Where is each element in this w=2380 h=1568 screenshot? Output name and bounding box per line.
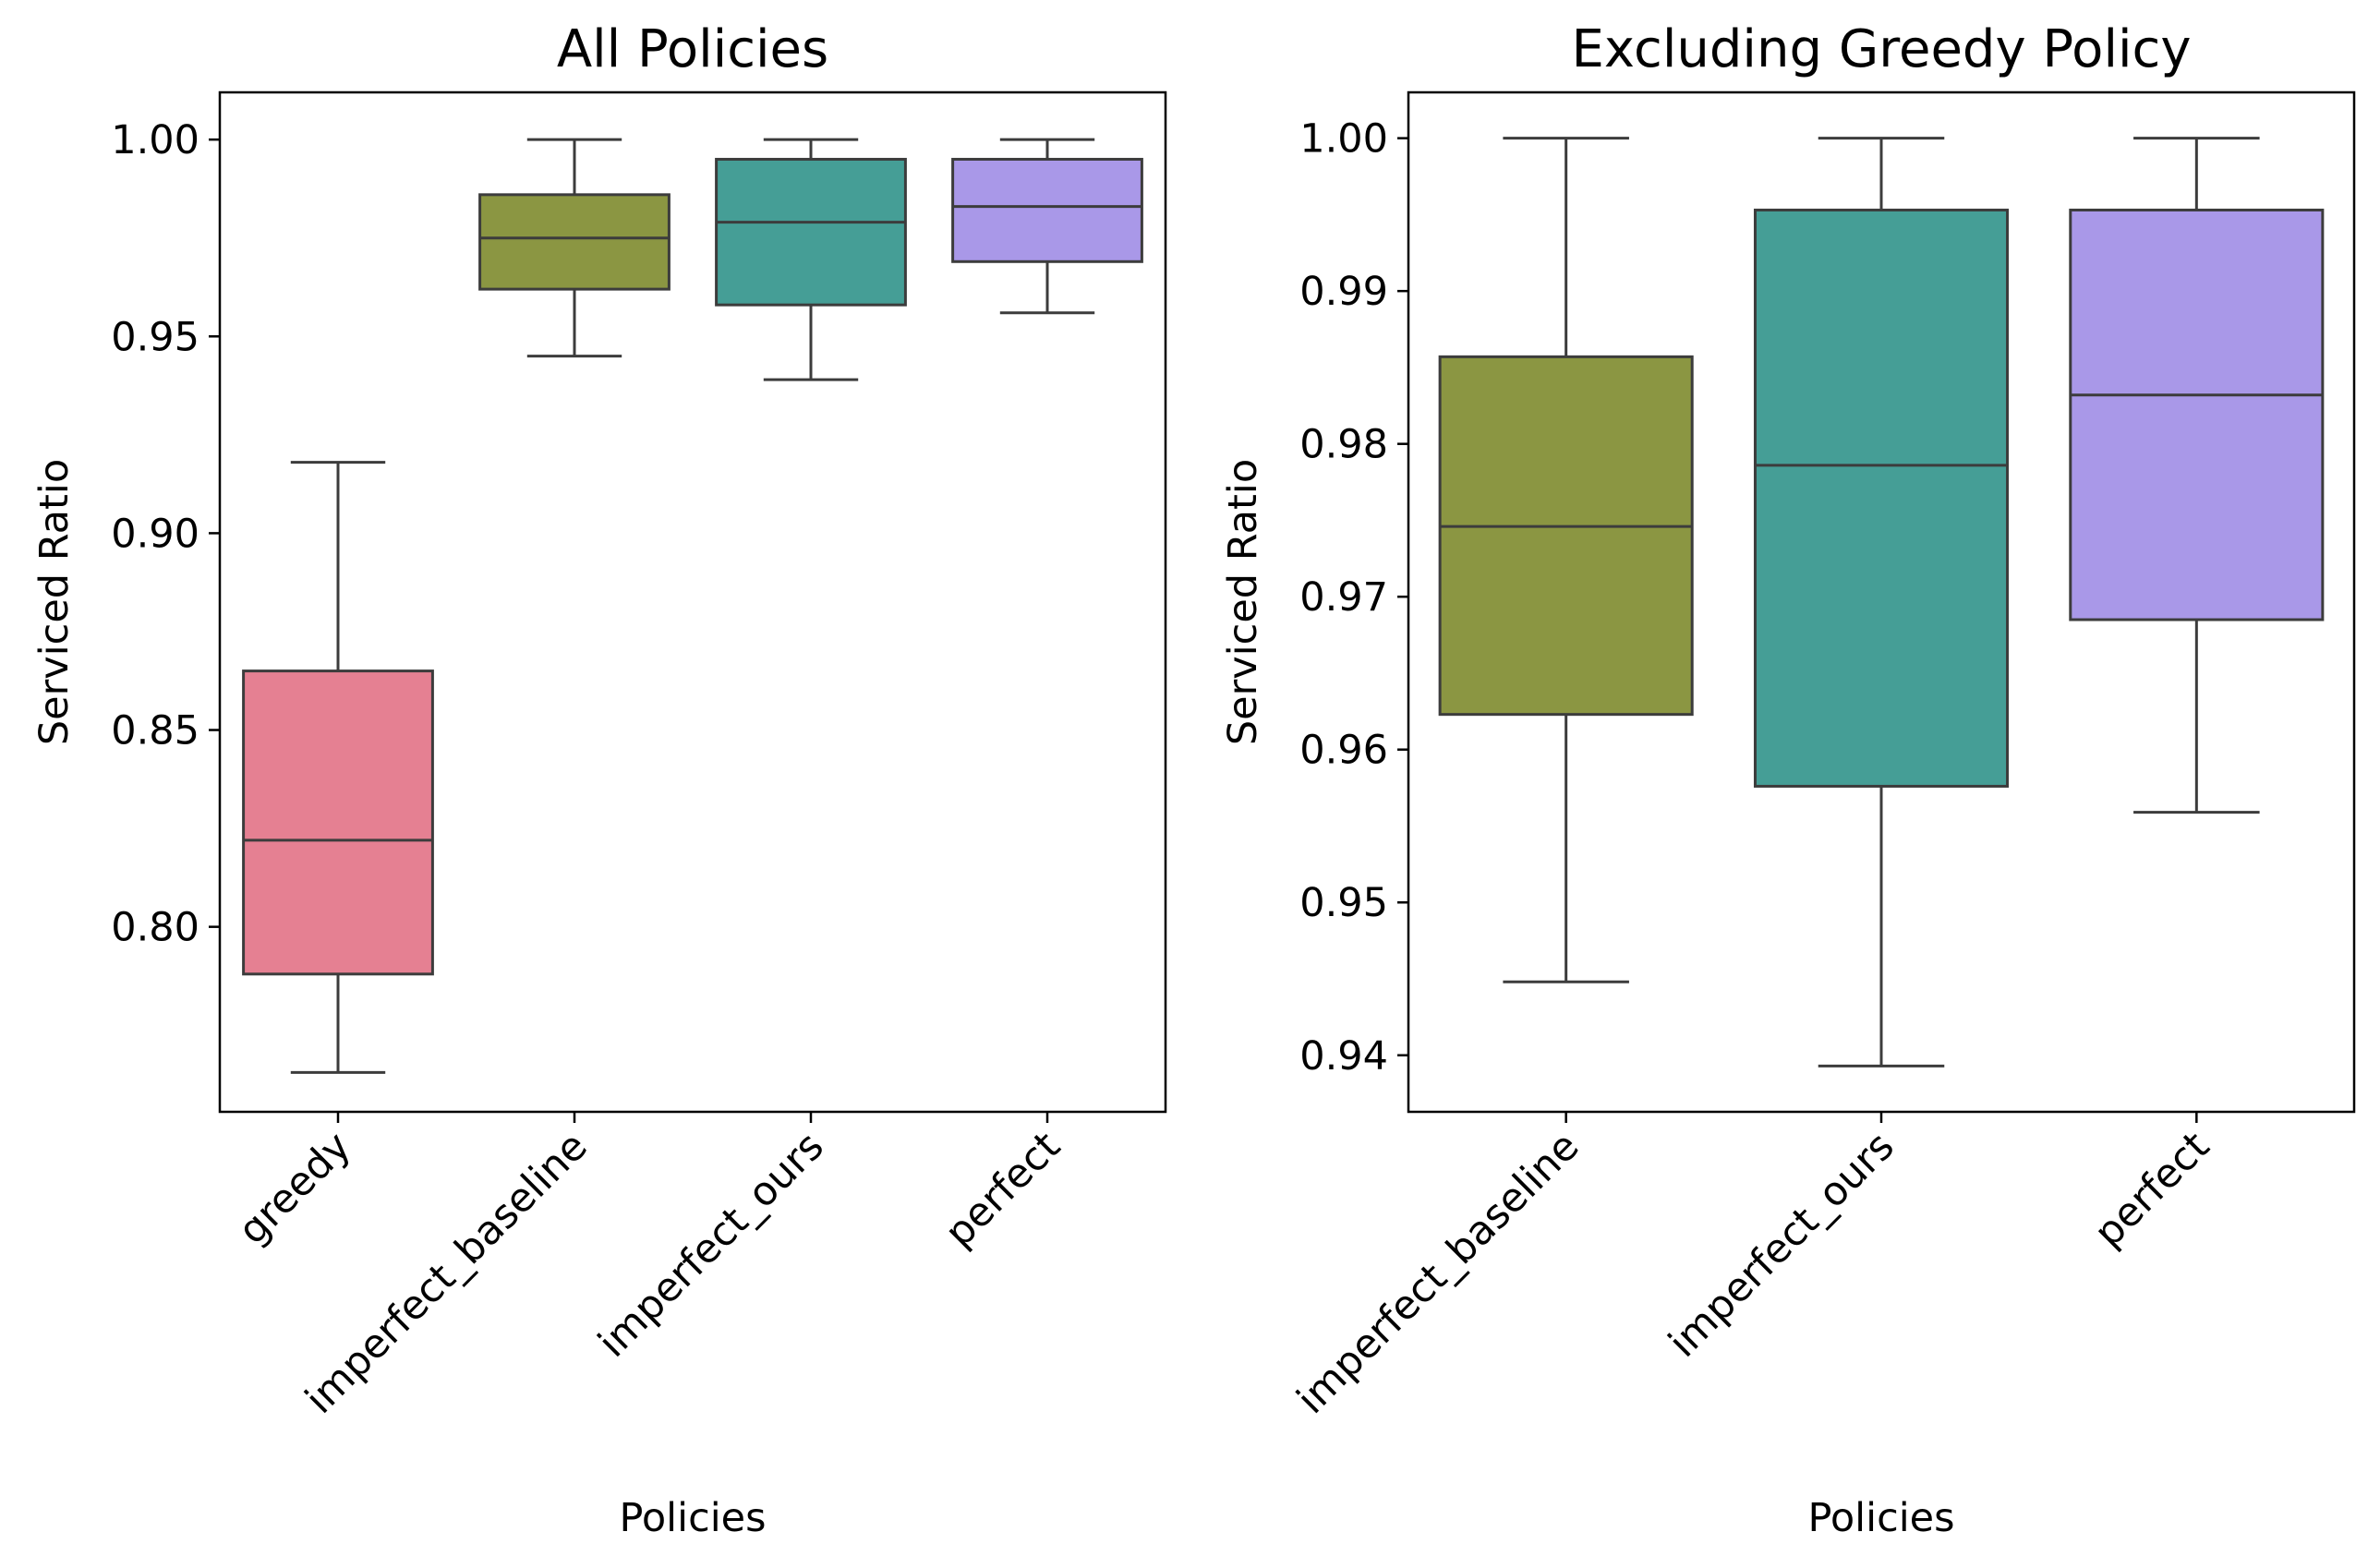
axes-frame [218,90,1167,1114]
y-tick-label: 0.96 [1299,728,1388,774]
box-imperfect_baseline [1438,137,1694,983]
box-imperfect_ours [1753,137,2010,1067]
box-body [1753,208,2010,788]
box-body [715,157,907,307]
y-tick-label: 0.97 [1299,574,1388,621]
x-axis-label: Policies [1807,1495,1954,1541]
box-body [242,669,434,976]
y-tick-label: 0.80 [111,905,199,951]
y-tick-label: 0.95 [1299,880,1388,926]
y-tick-label: 0.90 [111,511,199,557]
box-body [951,157,1143,263]
box-greedy [242,461,434,1074]
y-tick-label: 0.85 [111,708,199,754]
box-body [478,193,671,291]
box-perfect [2069,137,2325,814]
y-tick-label: 0.94 [1299,1033,1388,1080]
x-axis-label: Policies [619,1495,766,1541]
chart-title: Excluding Greedy Policy [1572,19,2192,79]
chart-title: All Policies [557,19,828,79]
y-axis-label: Serviced Ratio [1220,459,1266,745]
box-body [1438,355,1694,717]
box-body [2069,208,2325,621]
y-axis-label: Serviced Ratio [31,459,78,745]
y-tick-label: 1.00 [111,117,199,163]
box-perfect [951,138,1143,315]
box-imperfect_baseline [478,138,671,358]
y-tick-label: 0.95 [111,314,199,360]
box-imperfect_ours [715,138,907,381]
y-tick-label: 0.99 [1299,269,1388,315]
y-tick-label: 0.98 [1299,422,1388,468]
y-tick-label: 1.00 [1299,116,1388,163]
